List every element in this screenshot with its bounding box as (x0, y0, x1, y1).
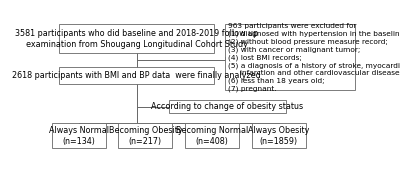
Text: 2618 participants with BMI and BP data  were finally analyzed: 2618 participants with BMI and BP data w… (12, 71, 261, 80)
FancyBboxPatch shape (252, 123, 306, 148)
Text: Always Obesity
(n=1859): Always Obesity (n=1859) (248, 126, 309, 146)
FancyBboxPatch shape (169, 100, 286, 113)
Text: According to change of obesity status: According to change of obesity status (152, 102, 304, 111)
FancyBboxPatch shape (118, 123, 172, 148)
Text: Becoming Obesity
(n=217): Becoming Obesity (n=217) (108, 126, 182, 146)
Text: Always Normal
(n=134): Always Normal (n=134) (49, 126, 109, 146)
Text: 3581 participants who did baseline and 2018-2019 follow up
examination from Shou: 3581 participants who did baseline and 2… (15, 29, 258, 49)
FancyBboxPatch shape (59, 24, 214, 53)
FancyBboxPatch shape (185, 123, 239, 148)
FancyBboxPatch shape (59, 67, 214, 84)
FancyBboxPatch shape (225, 24, 355, 90)
FancyBboxPatch shape (52, 123, 106, 148)
Text: 963 participants were excluded for
(1) diagnosed with hypertension in the baseli: 963 participants were excluded for (1) d… (228, 23, 400, 92)
Text: Becoming Normal
(n=408): Becoming Normal (n=408) (176, 126, 248, 146)
